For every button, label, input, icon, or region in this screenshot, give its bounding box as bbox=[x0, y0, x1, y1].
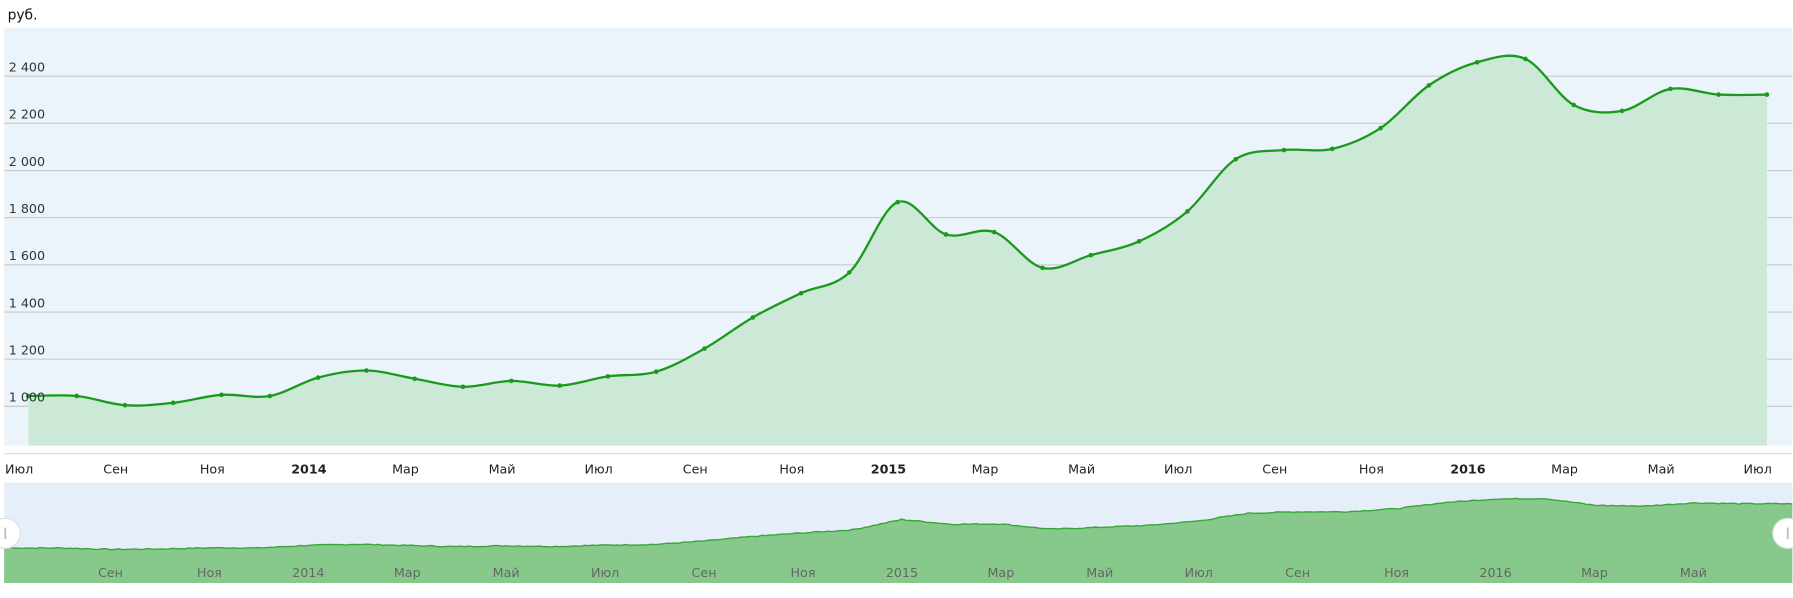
x-tick-label: Июл bbox=[585, 461, 613, 476]
data-point bbox=[1619, 108, 1625, 114]
handle-circle bbox=[1772, 517, 1793, 549]
x-tick-label: Сен bbox=[683, 461, 708, 476]
navigator-tick-label: Ноя bbox=[197, 565, 222, 580]
data-point bbox=[1571, 102, 1577, 108]
data-point bbox=[1474, 59, 1480, 65]
y-axis: 1 000 1 200 1 400 1 600 1 800 2 000 2 200 2 400 bbox=[9, 60, 45, 405]
data-point bbox=[653, 369, 659, 375]
data-point bbox=[895, 199, 900, 205]
navigator-line bbox=[11, 497, 1793, 551]
navigator[interactable]: Сен Ноя 2014 Мар Май Июл Сен Ноя 2015 Мар Май Июл Се… bbox=[0, 482, 1793, 583]
x-tick-label: Мар bbox=[392, 461, 419, 476]
data-point bbox=[219, 392, 224, 398]
x-tick-label: Сен bbox=[1262, 461, 1287, 476]
navigator-tick-label: Сен bbox=[1285, 565, 1310, 580]
y-tick-label: 1 000 bbox=[9, 390, 45, 405]
x-tick-label: 2014 bbox=[291, 461, 326, 476]
series-area bbox=[28, 55, 1767, 446]
navigator-area bbox=[4, 498, 1793, 583]
data-point bbox=[702, 346, 707, 351]
x-tick-label: Май bbox=[1648, 461, 1675, 476]
navigator-tick-label: Мар bbox=[394, 565, 421, 580]
data-point bbox=[267, 393, 273, 399]
data-point bbox=[1716, 92, 1721, 97]
x-tick-label: Ноя bbox=[1359, 461, 1384, 476]
x-tick-label: Сен bbox=[103, 461, 128, 476]
data-point bbox=[1233, 156, 1239, 162]
navigator-tick-label: Июл bbox=[1185, 565, 1213, 580]
x-tick-label: 2015 bbox=[871, 461, 906, 476]
navigator-handle-left[interactable] bbox=[0, 517, 21, 549]
navigator-tick-label: Мар bbox=[1581, 565, 1608, 580]
data-point bbox=[991, 229, 997, 235]
data-point bbox=[943, 232, 949, 237]
data-point bbox=[460, 384, 466, 390]
navigator-tick-label: Ноя bbox=[1384, 565, 1409, 580]
data-point bbox=[1668, 86, 1673, 92]
data-point bbox=[1764, 92, 1770, 97]
data-point bbox=[1523, 56, 1528, 62]
x-tick-label: Ноя bbox=[200, 461, 225, 476]
series bbox=[26, 54, 1770, 446]
data-point bbox=[798, 290, 804, 296]
data-point bbox=[847, 270, 852, 275]
data-point bbox=[26, 393, 31, 399]
data-point bbox=[1088, 252, 1094, 258]
data-point bbox=[557, 383, 562, 388]
x-tick-label: Июл bbox=[5, 461, 33, 476]
y-tick-label: 2 000 bbox=[9, 154, 45, 169]
navigator-tick-label: Июл bbox=[591, 565, 619, 580]
x-tick-label: Ноя bbox=[779, 461, 804, 476]
navigator-tick-label: Ноя bbox=[791, 565, 816, 580]
navigator-tick-label: Май bbox=[493, 565, 520, 580]
y-tick-label: 1 400 bbox=[9, 295, 45, 310]
data-point bbox=[122, 402, 128, 408]
data-point bbox=[1426, 83, 1432, 88]
x-tick-label: 2016 bbox=[1450, 461, 1485, 476]
y-tick-label: 1 800 bbox=[9, 201, 45, 216]
navigator-tick-label: Сен bbox=[692, 565, 717, 580]
data-point bbox=[315, 375, 321, 380]
navigator-tick-label: 2014 bbox=[292, 565, 324, 580]
navigator-tick-label: 2015 bbox=[886, 565, 918, 580]
navigator-tick-label: Сен bbox=[98, 565, 123, 580]
navigator-tick-label: Май bbox=[1086, 565, 1113, 580]
y-tick-label: 2 400 bbox=[9, 60, 45, 75]
y-axis-unit: руб. bbox=[8, 8, 38, 24]
data-point bbox=[1281, 147, 1287, 153]
navigator-tick-label: Май bbox=[1680, 565, 1707, 580]
data-point bbox=[1378, 125, 1383, 131]
x-tick-label: Июл bbox=[1744, 461, 1772, 476]
data-point bbox=[364, 368, 369, 373]
data-point bbox=[1136, 238, 1142, 244]
data-point bbox=[508, 378, 514, 384]
data-point bbox=[1040, 265, 1045, 271]
data-point bbox=[412, 376, 418, 382]
data-point bbox=[605, 374, 611, 379]
x-tick-label: Май bbox=[1068, 461, 1095, 476]
x-tick-label: Июл bbox=[1164, 461, 1192, 476]
navigator-handle-right[interactable] bbox=[1772, 517, 1793, 549]
x-tick-label: Мар bbox=[972, 461, 999, 476]
x-axis: Июл Сен Ноя 2014 Мар Май Июл Сен Ноя 2015 Мар Май Ию… bbox=[5, 461, 1772, 476]
x-tick-label: Май bbox=[489, 461, 516, 476]
navigator-tick-label: 2016 bbox=[1479, 565, 1511, 580]
data-point bbox=[1329, 146, 1335, 152]
data-point bbox=[750, 315, 756, 320]
data-point bbox=[1185, 209, 1190, 214]
navigator-tick-label: Мар bbox=[987, 565, 1014, 580]
data-point bbox=[74, 393, 79, 399]
y-tick-label: 1 600 bbox=[9, 248, 45, 263]
y-tick-label: 1 200 bbox=[9, 343, 45, 358]
data-point bbox=[170, 400, 176, 406]
x-tick-label: Мар bbox=[1551, 461, 1578, 476]
y-tick-label: 2 200 bbox=[9, 107, 45, 122]
handle-circle bbox=[0, 517, 21, 549]
